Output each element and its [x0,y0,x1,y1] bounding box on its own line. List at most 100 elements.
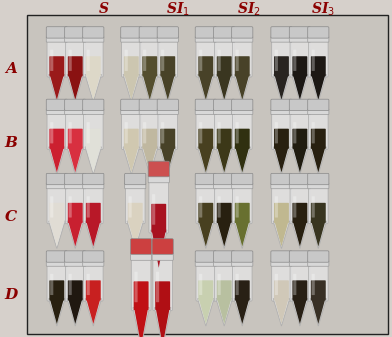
FancyBboxPatch shape [308,109,329,115]
FancyBboxPatch shape [232,261,253,266]
FancyBboxPatch shape [151,204,166,233]
FancyBboxPatch shape [312,122,315,144]
Polygon shape [49,299,65,326]
FancyBboxPatch shape [129,196,132,218]
Polygon shape [143,147,157,173]
Polygon shape [67,299,83,326]
FancyBboxPatch shape [274,129,289,149]
Polygon shape [310,299,327,326]
FancyBboxPatch shape [214,109,235,115]
FancyBboxPatch shape [196,40,216,77]
FancyBboxPatch shape [289,261,310,266]
FancyBboxPatch shape [128,203,143,223]
FancyBboxPatch shape [292,129,307,149]
FancyBboxPatch shape [272,113,291,150]
FancyBboxPatch shape [69,274,72,295]
FancyBboxPatch shape [50,122,53,144]
FancyBboxPatch shape [143,122,146,144]
FancyBboxPatch shape [152,239,173,254]
Polygon shape [235,221,249,247]
FancyBboxPatch shape [214,99,235,111]
Polygon shape [85,299,102,326]
Polygon shape [161,74,175,100]
Polygon shape [292,74,308,102]
FancyBboxPatch shape [274,280,289,301]
FancyBboxPatch shape [46,261,67,266]
Polygon shape [143,74,157,100]
FancyBboxPatch shape [235,56,250,76]
FancyBboxPatch shape [139,36,160,42]
FancyBboxPatch shape [49,56,64,76]
FancyBboxPatch shape [124,129,139,149]
Polygon shape [234,147,250,175]
Polygon shape [310,74,327,102]
FancyBboxPatch shape [289,99,310,111]
Polygon shape [273,74,290,102]
FancyBboxPatch shape [217,203,232,223]
FancyBboxPatch shape [293,50,296,71]
FancyBboxPatch shape [217,56,232,76]
FancyBboxPatch shape [289,36,310,42]
FancyBboxPatch shape [198,280,213,301]
FancyBboxPatch shape [272,40,291,77]
FancyBboxPatch shape [65,40,85,77]
FancyBboxPatch shape [218,196,221,218]
FancyBboxPatch shape [271,251,292,262]
Text: C: C [5,210,17,224]
Polygon shape [217,147,231,173]
Polygon shape [198,147,214,175]
FancyBboxPatch shape [290,187,310,224]
FancyBboxPatch shape [292,203,307,223]
FancyBboxPatch shape [289,109,310,115]
Polygon shape [134,308,148,337]
FancyBboxPatch shape [308,173,329,185]
Text: D: D [4,288,18,302]
FancyBboxPatch shape [272,187,291,224]
Polygon shape [68,221,82,247]
Text: SI$_2$: SI$_2$ [237,1,261,18]
FancyBboxPatch shape [140,113,160,150]
FancyBboxPatch shape [148,161,169,177]
FancyBboxPatch shape [121,27,142,38]
FancyBboxPatch shape [157,36,178,42]
Polygon shape [234,299,250,326]
FancyBboxPatch shape [195,27,216,38]
Polygon shape [274,221,289,247]
FancyBboxPatch shape [271,173,292,185]
Polygon shape [50,299,64,324]
FancyBboxPatch shape [69,196,72,218]
FancyBboxPatch shape [292,280,307,301]
FancyBboxPatch shape [308,251,329,262]
Polygon shape [68,147,82,173]
FancyBboxPatch shape [158,113,178,150]
FancyBboxPatch shape [125,187,145,224]
FancyBboxPatch shape [139,27,160,38]
Polygon shape [123,74,140,102]
FancyBboxPatch shape [214,40,234,77]
FancyBboxPatch shape [274,203,289,223]
FancyBboxPatch shape [83,27,104,38]
FancyBboxPatch shape [289,251,310,262]
FancyBboxPatch shape [83,109,104,115]
Polygon shape [124,74,138,100]
FancyBboxPatch shape [293,196,296,218]
Polygon shape [274,74,289,100]
FancyBboxPatch shape [149,181,169,233]
FancyBboxPatch shape [46,173,67,185]
Polygon shape [85,74,102,102]
FancyBboxPatch shape [65,187,85,224]
Polygon shape [151,230,167,270]
Polygon shape [234,74,250,102]
Polygon shape [274,299,289,324]
FancyBboxPatch shape [198,203,213,223]
Polygon shape [160,74,176,102]
FancyBboxPatch shape [214,251,235,262]
Polygon shape [310,147,327,175]
FancyBboxPatch shape [308,183,329,189]
Polygon shape [274,147,289,173]
FancyBboxPatch shape [311,203,326,223]
FancyBboxPatch shape [50,50,53,71]
FancyBboxPatch shape [308,261,329,266]
FancyBboxPatch shape [68,56,83,76]
FancyBboxPatch shape [218,50,221,71]
